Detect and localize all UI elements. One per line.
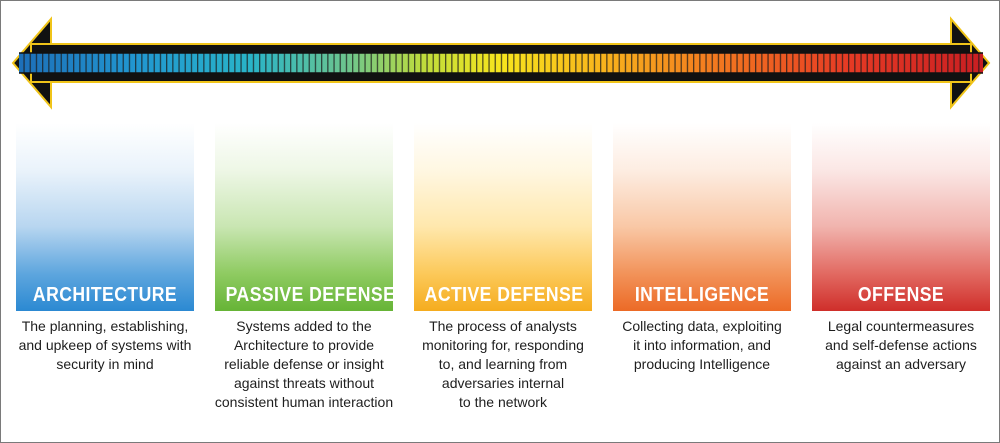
- category-offense: OFFENSE Legal countermeasures and self-d…: [812, 123, 990, 374]
- category-gradient-panel: PASSIVE DEFENSE: [215, 123, 396, 311]
- category-active-defense: ACTIVE DEFENSE The process of analysts m…: [414, 123, 592, 412]
- category-description: The planning, establishing, and upkeep o…: [18, 318, 192, 372]
- category-gradient-panel: ACTIVE DEFENSE: [414, 123, 592, 311]
- category-description: Systems added to the Architecture to pro…: [214, 318, 394, 410]
- category-label: OFFENSE: [857, 284, 945, 306]
- category-description: Collecting data, exploiting it into info…: [622, 318, 782, 372]
- category-gradient-panel: INTELLIGENCE: [613, 123, 791, 311]
- category-intelligence: INTELLIGENCE Collecting data, exploiting…: [613, 123, 791, 374]
- category-description: Legal countermeasures and self-defense a…: [825, 318, 977, 372]
- category-label: PASSIVE DEFENSE: [225, 284, 396, 306]
- category-gradient-panel: ARCHITECTURE: [16, 123, 194, 311]
- sliding-scale-arrow: [11, 16, 991, 110]
- category-passive-defense: PASSIVE DEFENSE Systems added to the Arc…: [215, 123, 396, 412]
- category-label: INTELLIGENCE: [634, 284, 770, 306]
- category-architecture: ARCHITECTURE The planning, establishing,…: [16, 123, 194, 374]
- category-label: ARCHITECTURE: [32, 284, 178, 306]
- category-description: The process of analysts monitoring for, …: [422, 318, 584, 410]
- category-label: ACTIVE DEFENSE: [424, 284, 584, 306]
- category-gradient-panel: OFFENSE: [812, 123, 990, 311]
